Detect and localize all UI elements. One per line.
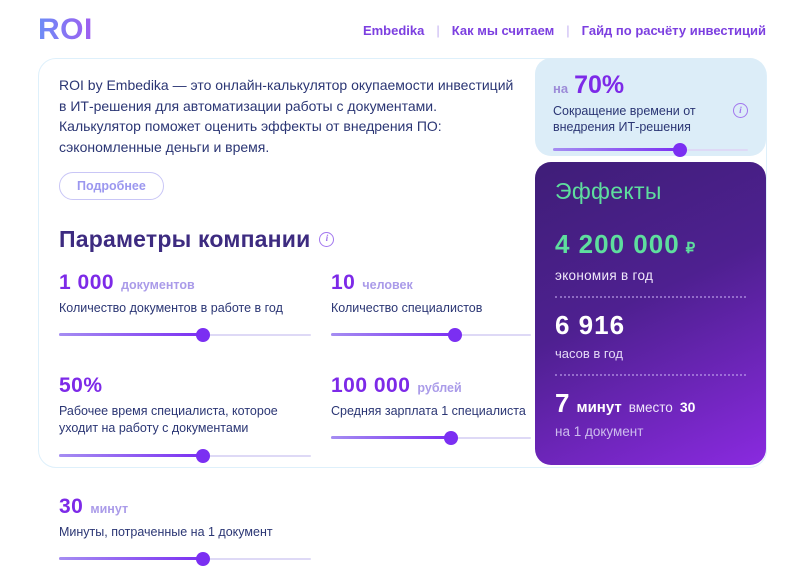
main-content: ROI by Embedika — это онлайн-калькулятор…	[39, 59, 531, 582]
ruble-sign: ₽	[685, 240, 696, 257]
more-button[interactable]: Подробнее	[59, 171, 164, 200]
info-icon[interactable]: i	[319, 231, 335, 247]
work-time-slider[interactable]	[59, 448, 311, 463]
slider-fill	[553, 147, 680, 151]
param-value-row: 50%	[59, 374, 311, 398]
right-column: на 70% Сокращение времени от внедрения И…	[535, 58, 766, 465]
per-document-row: 7 минут вместо 30	[555, 388, 746, 419]
per-document-value: 7	[555, 388, 570, 418]
minutes-slider[interactable]	[59, 551, 311, 566]
nav-link-how-we-count[interactable]: Как мы считаем	[451, 22, 555, 38]
per-document-unit: минут	[576, 399, 622, 416]
param-label: Количество документов в работе в год	[59, 300, 283, 315]
param-minutes-per-document: 30 минут Минуты, потраченные на 1 докуме…	[59, 495, 311, 566]
param-value: 1 000	[59, 270, 115, 294]
dotted-divider	[555, 296, 746, 298]
intro-text: ROI by Embedika — это онлайн-калькулятор…	[59, 77, 514, 156]
slider-handle[interactable]	[672, 142, 687, 157]
salary-slider[interactable]	[331, 431, 531, 446]
reduction-label: Сокращение времени от внедрения ИТ-решен…	[553, 104, 696, 135]
per-document-middle: вместо	[628, 400, 673, 415]
param-unit: человек	[362, 277, 413, 292]
reduction-value: 70%	[574, 71, 625, 99]
documents-slider[interactable]	[59, 328, 311, 343]
per-document-old-value: 30	[679, 399, 696, 415]
slider-handle[interactable]	[195, 551, 210, 566]
nav-link-embedika[interactable]: Embedika	[362, 22, 425, 38]
param-specialists-count: 10 человек Количество специалистов	[331, 271, 531, 343]
section-title-row: Параметры компании i	[59, 226, 509, 253]
param-work-time-percent: 50% Рабочее время специалиста, которое у…	[59, 374, 311, 463]
page-title: Параметры компании	[59, 225, 311, 252]
slider-fill	[59, 453, 203, 457]
slider-handle[interactable]	[448, 328, 462, 343]
param-value: 30	[59, 494, 84, 518]
param-label: Минуты, потраченные на 1 документ	[59, 524, 273, 539]
slider-fill	[331, 436, 451, 440]
logo[interactable]: ROI	[38, 13, 93, 46]
reduction-label-row: Сокращение времени от внедрения ИТ-решен…	[553, 103, 748, 136]
param-value: 50%	[59, 374, 103, 398]
param-label: Средняя зарплата 1 специалиста	[331, 404, 526, 419]
param-average-salary: 100 000 рублей Средняя зарплата 1 специа…	[331, 374, 531, 446]
param-value-row: 10 человек	[331, 271, 531, 295]
nav-link-investment-guide[interactable]: Гайд по расчёту инвестиций	[581, 22, 766, 38]
effects-money-row: 4 200 000 ₽	[555, 229, 746, 260]
info-icon[interactable]: i	[733, 103, 748, 118]
param-unit: минут	[90, 501, 129, 516]
param-value: 10	[331, 270, 356, 294]
header: ROI Embedika | Как мы считаем | Гайд по …	[0, 0, 800, 48]
param-unit: документов	[121, 277, 195, 292]
param-value-row: 1 000 документов	[59, 271, 311, 295]
param-value: 100 000	[331, 374, 411, 398]
param-label: Рабочее время специалиста, которое уходи…	[59, 404, 278, 436]
effects-card: Эффекты 4 200 000 ₽ экономия в год 6 916…	[535, 162, 766, 465]
savings-label: экономия в год	[555, 268, 654, 283]
slider-fill	[331, 333, 455, 337]
per-document-label: на 1 документ	[555, 424, 644, 439]
nav-separator: |	[436, 22, 440, 38]
param-value-row: 30 минут	[59, 495, 311, 519]
time-reduction-card: на 70% Сокращение времени от внедрения И…	[535, 58, 766, 157]
param-documents-per-year: 1 000 документов Количество документов в…	[59, 271, 311, 343]
hours-value: 6 916	[555, 310, 626, 340]
reduction-slider[interactable]	[553, 142, 748, 157]
slider-fill	[59, 556, 203, 560]
param-value-row: 100 000 рублей	[331, 374, 531, 398]
param-grid: 1 000 документов Количество документов в…	[59, 271, 531, 566]
top-nav: Embedika | Как мы считаем | Гайд по расч…	[363, 23, 766, 38]
effects-title: Эффекты	[555, 178, 662, 204]
savings-value: 4 200 000	[555, 229, 680, 259]
reduction-prefix: на	[553, 81, 569, 96]
param-label: Количество специалистов	[331, 300, 483, 315]
nav-separator: |	[566, 22, 570, 38]
reduction-value-row: на 70%	[553, 71, 748, 100]
slider-handle[interactable]	[444, 431, 458, 446]
dotted-divider	[555, 374, 746, 376]
slider-handle[interactable]	[195, 448, 210, 463]
slider-handle[interactable]	[195, 328, 210, 343]
hours-label: часов в год	[555, 346, 623, 361]
specialists-slider[interactable]	[331, 328, 531, 343]
slider-fill	[59, 333, 203, 337]
param-unit: рублей	[417, 381, 462, 396]
